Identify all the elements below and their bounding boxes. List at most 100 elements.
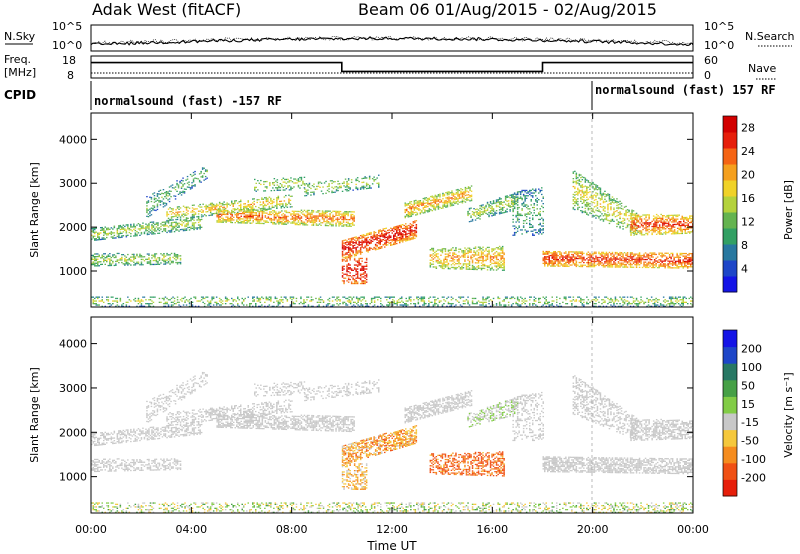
power-cell	[516, 208, 519, 210]
power-cell	[176, 184, 178, 186]
power-cell	[489, 257, 492, 259]
power-cell	[121, 227, 123, 229]
power-cell	[352, 189, 354, 191]
power-cell	[373, 248, 375, 250]
power-cell	[391, 228, 393, 230]
power-cell	[166, 262, 168, 264]
power-cell	[92, 230, 94, 232]
power-cell	[424, 209, 426, 211]
power-cell	[482, 261, 484, 263]
power-cell	[473, 247, 475, 249]
power-cell	[431, 249, 433, 251]
power-cell	[466, 198, 468, 200]
power-cell	[378, 231, 380, 233]
power-cell	[282, 215, 285, 217]
power-cell	[596, 204, 599, 207]
power-cell	[95, 259, 97, 262]
power-cell	[384, 246, 386, 248]
power-cell	[350, 216, 352, 218]
power-cell	[191, 182, 193, 184]
power-cell	[631, 222, 633, 224]
power-cell	[557, 255, 559, 257]
power-cell	[605, 200, 608, 202]
power-cell	[464, 189, 467, 191]
power-cell	[467, 212, 469, 214]
power-cell	[270, 211, 273, 213]
power-cell	[130, 226, 132, 228]
power-cell	[470, 207, 472, 209]
power-cell	[303, 213, 306, 215]
power-cell	[265, 208, 268, 211]
power-cell	[243, 213, 245, 215]
power-cell	[470, 194, 473, 196]
power-cell	[495, 200, 498, 202]
power-cell	[670, 258, 672, 260]
power-cell	[157, 232, 159, 234]
power-cell	[276, 212, 279, 215]
power-cell	[312, 224, 315, 226]
power-cell	[596, 263, 599, 265]
power-cell	[390, 227, 392, 229]
power-cell	[572, 251, 575, 253]
power-cell	[281, 220, 283, 223]
power-cell	[437, 205, 440, 208]
power-cell	[362, 272, 365, 274]
power-cell	[179, 192, 181, 194]
power-cell	[581, 198, 584, 200]
power-cell	[640, 261, 642, 263]
power-cell	[483, 250, 486, 252]
power-cell	[592, 183, 594, 185]
power-cell	[483, 263, 486, 266]
power-cell	[471, 260, 474, 263]
power-cell	[180, 191, 183, 193]
power-cell	[590, 254, 593, 256]
power-cell	[203, 172, 205, 175]
power-cell	[376, 242, 378, 244]
power-cell	[163, 255, 165, 257]
power-cell	[239, 212, 241, 215]
power-cell	[318, 215, 321, 217]
power-cell	[347, 249, 350, 251]
power-cell	[565, 264, 567, 266]
power-cell	[231, 221, 233, 224]
power-cell	[611, 258, 614, 260]
power-cell	[498, 202, 501, 204]
power-cell	[355, 242, 357, 245]
power-cell	[646, 266, 648, 269]
power-cell	[247, 201, 249, 203]
power-cell	[367, 183, 369, 186]
power-cell	[446, 265, 448, 267]
power-cell	[251, 209, 253, 211]
power-cell	[134, 256, 137, 258]
power-cell	[170, 217, 173, 219]
power-cell	[411, 224, 413, 226]
power-cell	[200, 170, 202, 173]
power-cell	[176, 224, 179, 226]
power-cell	[300, 209, 303, 211]
power-cell	[240, 218, 242, 220]
power-cell	[406, 215, 408, 217]
power-cell	[607, 254, 609, 256]
power-cell	[682, 252, 684, 255]
power-cell	[580, 251, 582, 253]
power-cell	[124, 228, 126, 230]
power-cell	[178, 225, 180, 227]
power-cell	[307, 189, 309, 191]
power-cell	[134, 229, 137, 232]
power-cell	[628, 256, 630, 258]
power-cell	[282, 222, 285, 224]
power-cell	[183, 191, 186, 193]
power-cell	[626, 261, 629, 263]
power-cell	[684, 256, 686, 259]
power-cell	[262, 207, 265, 210]
power-cell	[163, 229, 165, 231]
power-cell	[581, 186, 584, 189]
power-cell	[246, 210, 248, 212]
power-cell	[271, 205, 274, 207]
power-cell	[91, 238, 93, 240]
power-cell	[409, 208, 411, 210]
power-cell	[512, 203, 514, 205]
power-cell	[368, 177, 371, 179]
power-cell	[631, 266, 633, 268]
power-cell	[581, 192, 584, 194]
